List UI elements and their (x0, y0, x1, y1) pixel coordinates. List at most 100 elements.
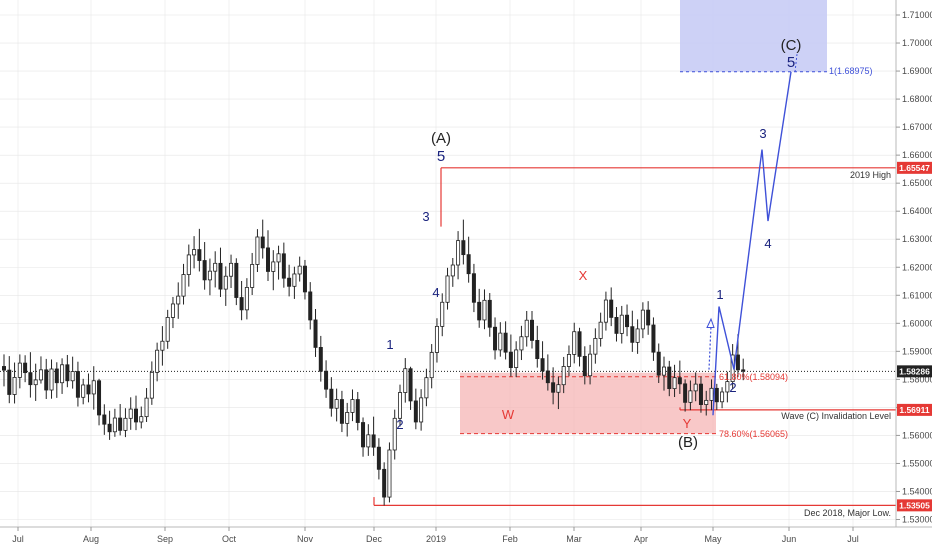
candle-body (556, 384, 561, 393)
candle-body (514, 349, 519, 368)
candle-body (577, 331, 582, 357)
candle-body (609, 299, 614, 318)
y-tick-label: 1.67000 (902, 122, 932, 132)
candle-body (239, 297, 244, 311)
x-tick-label: Sep (157, 534, 173, 544)
candle-body (260, 236, 265, 249)
projection-arrow (708, 326, 712, 370)
candle-body (128, 408, 133, 419)
candle-body (683, 383, 688, 403)
candle-body (662, 366, 667, 376)
candle-body (524, 319, 529, 338)
x-tick-label: Nov (297, 534, 314, 544)
price-tag-label: 1.65547 (899, 163, 930, 173)
price-tag-label: 1.53505 (899, 500, 930, 510)
candle-body (54, 368, 59, 384)
candle-body (545, 370, 550, 384)
candle-body (646, 309, 651, 326)
candle-body (508, 351, 513, 368)
price-tag-label: 1.56911 (899, 405, 930, 415)
candle-body (7, 369, 12, 395)
candle-body (361, 422, 366, 448)
candle-body (102, 414, 107, 425)
candle-body (704, 399, 709, 405)
grid (0, 0, 896, 527)
candle-body (714, 387, 719, 403)
wave-label-A-paren: (A) (431, 130, 451, 147)
candle-body (297, 265, 302, 275)
wave-label-A-5: 5 (437, 148, 445, 165)
candle-body (33, 379, 38, 386)
candle-body (181, 274, 186, 297)
wave-label-2-proj: 2 (729, 380, 736, 395)
candle-body (75, 371, 80, 398)
wave-label-Y: Y (683, 416, 692, 431)
price-tag (897, 403, 932, 416)
candle-body (403, 368, 408, 393)
y-tick-label: 1.62000 (902, 262, 932, 272)
candle-body (234, 262, 239, 298)
y-tick-label: 1.65000 (902, 178, 932, 188)
candle-body (202, 260, 207, 281)
y-tick-label: 1.71000 (902, 10, 932, 20)
projection-extension (794, 54, 798, 72)
candle-body (12, 376, 17, 395)
x-tick-label: Jul (847, 534, 859, 544)
candle-body (123, 417, 128, 431)
candle-body (561, 366, 566, 386)
candle-body (709, 387, 714, 401)
wave-label-5-proj: 5 (787, 54, 795, 71)
candle-body (725, 381, 730, 393)
zones (460, 0, 827, 435)
candle-body (640, 309, 645, 330)
candle-body (382, 468, 387, 498)
projection-arrowhead (706, 317, 715, 329)
candle-body (651, 324, 656, 353)
x-tick-label: Apr (634, 534, 648, 544)
fib-lower-label: 78.60%(1.56065) (719, 429, 788, 439)
candle-body (434, 325, 439, 353)
candle-body (677, 377, 682, 385)
wave-label-3-left: 3 (422, 209, 429, 224)
candle-body (366, 434, 371, 448)
y-tick-label: 1.53000 (902, 515, 932, 525)
candle-body (133, 408, 138, 423)
candle-body (397, 392, 402, 419)
candle-body (192, 249, 197, 256)
candle-body (244, 287, 249, 311)
y-tick-label: 1.69000 (902, 66, 932, 76)
candle-body (614, 317, 619, 334)
candle-body (28, 372, 33, 386)
candle-body (334, 399, 339, 409)
wave-label-4-left: 4 (432, 285, 439, 300)
candle-body (292, 273, 297, 287)
candle-body (186, 254, 191, 275)
candle-body (720, 391, 725, 403)
candle-body (276, 253, 281, 263)
candle-body (572, 331, 577, 355)
level-label-dec-low: Dec 2018, Major Low. (804, 508, 891, 518)
candle-body (593, 338, 598, 355)
candle-body (429, 352, 434, 379)
candle-body (440, 301, 445, 327)
candle-body (741, 369, 746, 372)
candle-body (461, 240, 466, 256)
candle-body (424, 377, 429, 399)
candle-body (308, 291, 313, 321)
y-tick-label: 1.56000 (902, 430, 932, 440)
y-tick-label: 1.58000 (902, 374, 932, 384)
candle-body (566, 354, 571, 367)
candle-body (144, 397, 149, 418)
candle-body (493, 326, 498, 351)
candle-body (498, 332, 503, 351)
y-tick-label: 1.55000 (902, 458, 932, 468)
price-tag (897, 365, 932, 378)
candle-body (229, 262, 234, 277)
candles (2, 219, 746, 506)
candle-body (350, 399, 355, 413)
candle-body (667, 366, 672, 390)
candle-body (355, 399, 360, 423)
candle-body (86, 384, 91, 395)
candle-body (471, 273, 476, 303)
candle-body (635, 328, 640, 343)
